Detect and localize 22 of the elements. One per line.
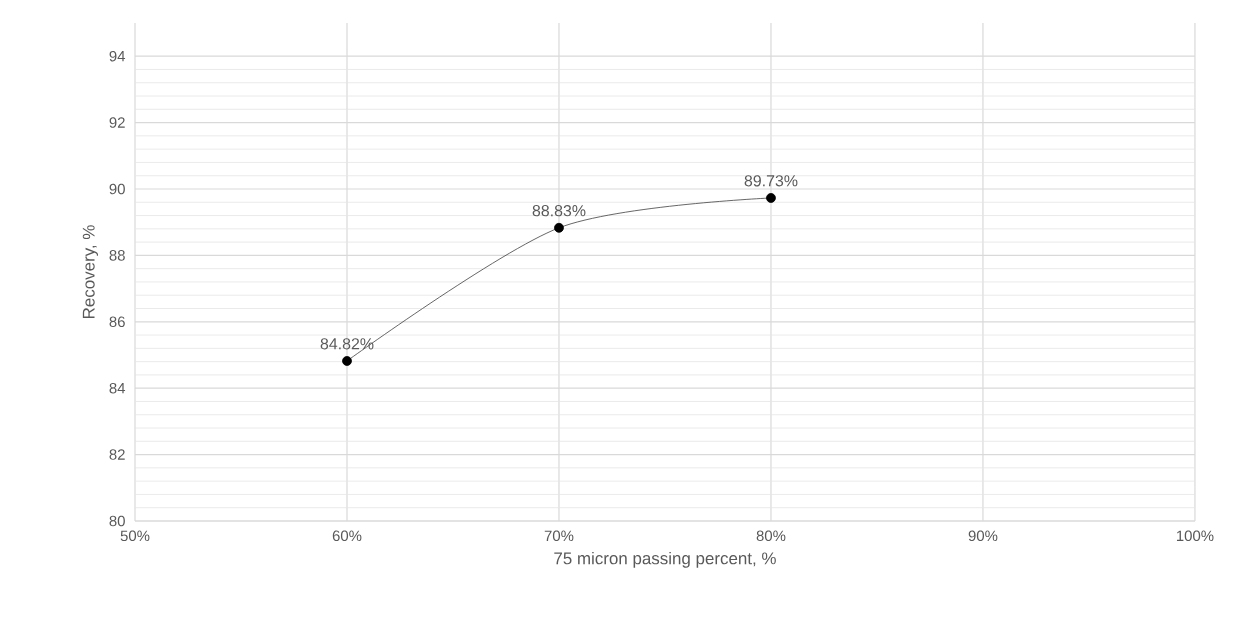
x-tick-label: 50%: [120, 530, 150, 542]
data-label: 88.83%: [532, 205, 586, 217]
y-tick-label: 82: [109, 449, 125, 460]
y-tick-label: 94: [109, 50, 126, 62]
y-tick-label: 90: [109, 183, 125, 195]
y-tick-label: 88: [109, 250, 125, 261]
x-tick-label: 80%: [756, 530, 786, 542]
y-tick-label: 84: [109, 382, 126, 394]
y-tick-label: 80: [109, 515, 125, 527]
y-axis-title: Recovery, %: [82, 225, 99, 318]
x-tick-label: 70%: [544, 530, 574, 542]
x-tick-label: 100%: [1176, 530, 1214, 542]
point: [554, 222, 564, 233]
y-tick-label: 92: [109, 117, 125, 128]
x-axis-title: 75 micron passing percent, %: [554, 551, 776, 568]
point: [766, 193, 776, 203]
data-label: 84.82%: [320, 338, 374, 350]
data-label: 89.73%: [744, 175, 798, 187]
x-tick-label: 60%: [332, 530, 362, 542]
x-tick-label: 90%: [968, 530, 998, 542]
point: [342, 356, 352, 366]
y-tick-label: 86: [109, 316, 125, 328]
